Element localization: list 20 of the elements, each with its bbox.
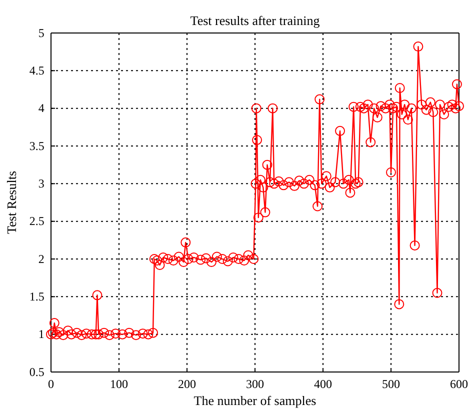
y-tick-label: 0.5	[29, 364, 44, 379]
x-tick-label: 400	[314, 377, 332, 392]
y-tick-label: 2.5	[29, 214, 44, 228]
y-tick-label: 2	[38, 252, 44, 266]
x-tick-label: 500	[382, 377, 400, 392]
y-tick-label: 4.5	[29, 64, 44, 78]
x-tick-label: 300	[246, 377, 264, 392]
y-tick-label: 4	[38, 101, 44, 116]
x-tick-label: 200	[178, 377, 196, 392]
chart-title: Test results after training	[190, 13, 320, 28]
x-tick-label: 600	[450, 377, 468, 392]
y-tick-label: 1.5	[29, 290, 44, 304]
y-tick-label: 5	[38, 26, 44, 40]
x-tick-label: 0	[48, 377, 54, 392]
y-tick-label: 1	[38, 327, 44, 342]
y-tick-label: 3.5	[29, 138, 44, 153]
x-axis-title: The number of samples	[194, 393, 316, 408]
y-tick-label: 3	[38, 176, 44, 191]
y-axis-title: Test Results	[4, 170, 19, 234]
x-tick-label: 100	[110, 377, 128, 392]
